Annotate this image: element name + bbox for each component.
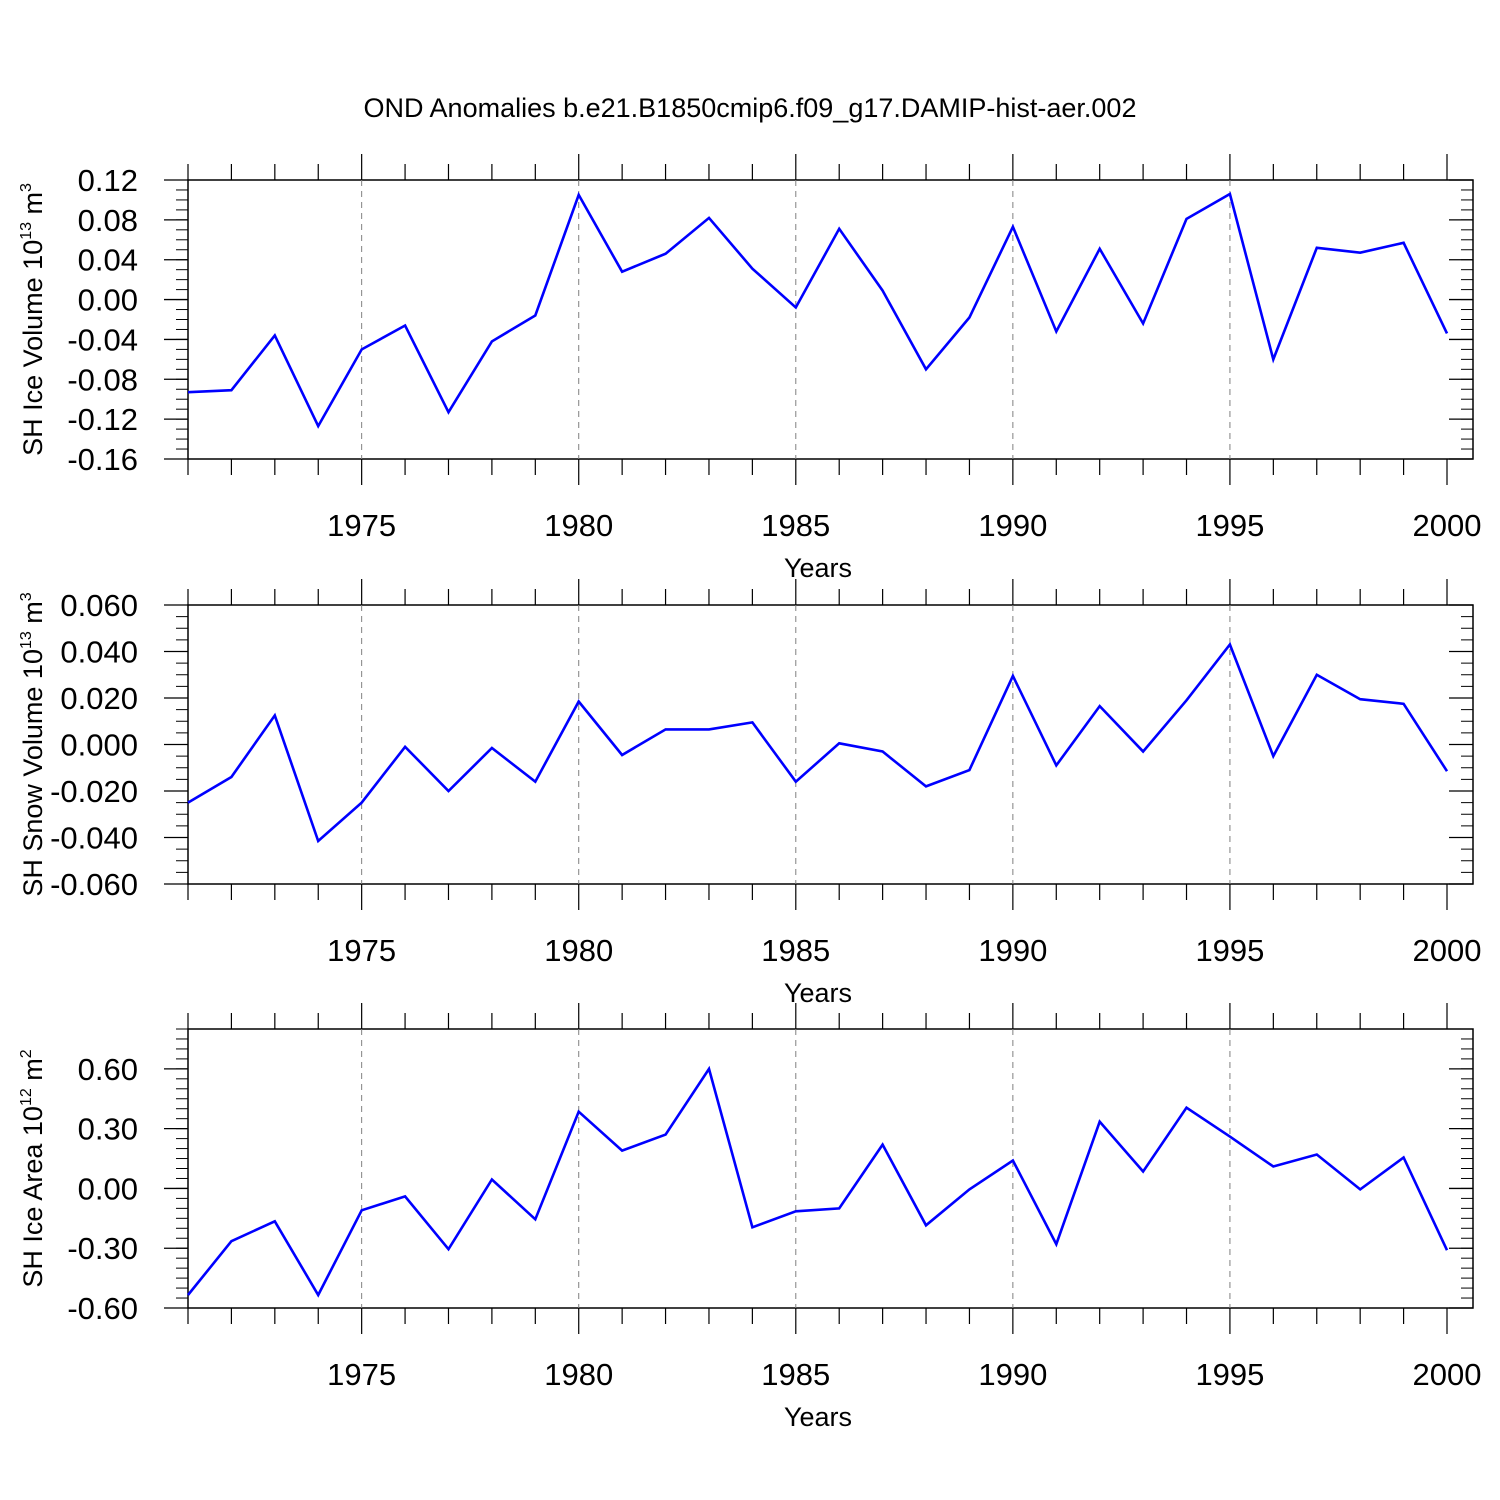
y-axis-label-superscript: 2 — [18, 1049, 35, 1058]
series-line — [187, 641, 1449, 844]
y-axis-label-superscript: 3 — [18, 592, 35, 601]
x-tick-label: 1975 — [327, 1357, 396, 1392]
x-tick-label: 2000 — [1413, 1357, 1482, 1392]
y-tick-label: -0.040 — [50, 821, 138, 856]
y-tick-label: 0.60 — [78, 1052, 138, 1087]
y-axis-label: SH Ice Area 1012 m2 — [18, 1049, 48, 1287]
series-line — [187, 191, 1449, 429]
y-axis-label-superscript: 3 — [18, 183, 35, 192]
y-axis-label-superscript: 13 — [18, 631, 35, 649]
y-tick-label: -0.60 — [67, 1291, 138, 1326]
x-axis-label: Years — [784, 553, 852, 583]
x-tick-label: 1985 — [761, 508, 830, 543]
y-axis-label-part: SH Ice Area 10 — [18, 1106, 48, 1288]
y-tick-label: 0.30 — [78, 1112, 138, 1147]
y-tick-label: 0.000 — [60, 728, 138, 763]
x-tick-label: 1980 — [544, 508, 613, 543]
y-tick-label: -0.16 — [67, 442, 138, 477]
y-tick-label: -0.020 — [50, 774, 138, 809]
x-tick-label: 1995 — [1195, 508, 1264, 543]
y-tick-label: 0.00 — [78, 283, 138, 318]
y-axis-label-part: m — [18, 192, 48, 222]
panels: 1975 1980 1985 1990 1995 2000 Years -0.16 -0.12 -… — [18, 154, 1481, 1432]
panel-3: 1975 1980 1985 1990 1995 2000 Years -0.60 -0.30 0… — [18, 1003, 1481, 1432]
y-axis-label-superscript: 13 — [18, 222, 35, 240]
x-tick-label: 1990 — [978, 933, 1047, 968]
x-axis-label: Years — [784, 1402, 852, 1432]
x-tick-label: 2000 — [1413, 933, 1482, 968]
y-tick-label: 0.12 — [78, 163, 138, 198]
panel-2: 1975 1980 1985 1990 1995 2000 Years -0.060 -0.04… — [18, 579, 1481, 1008]
y-axis-label-part: SH Ice Volume 10 — [18, 240, 48, 456]
panel-1: 1975 1980 1985 1990 1995 2000 Years -0.16 -0.12 -… — [18, 154, 1481, 583]
y-tick-label: -0.12 — [67, 402, 138, 437]
x-tick-label: 1995 — [1195, 933, 1264, 968]
y-tick-label: 0.060 — [60, 588, 138, 623]
y-tick-label: 0.08 — [78, 203, 138, 238]
y-axis-label: SH Snow Volume 1013 m3 — [18, 592, 48, 896]
plot-frame — [187, 179, 1474, 460]
y-axis-label-part: SH Snow Volume 10 — [18, 649, 48, 897]
y-axis-label: SH Ice Volume 1013 m3 — [18, 183, 48, 456]
x-tick-label: 1995 — [1195, 1357, 1264, 1392]
y-tick-label: 0.00 — [78, 1171, 138, 1206]
x-tick-label: 2000 — [1413, 508, 1482, 543]
x-tick-label: 1985 — [761, 933, 830, 968]
x-tick-label: 1990 — [978, 1357, 1047, 1392]
x-axis-label: Years — [784, 978, 852, 1008]
y-axis-label-part: m — [18, 1058, 48, 1088]
y-tick-label: -0.04 — [67, 322, 138, 357]
x-tick-label: 1975 — [327, 933, 396, 968]
x-tick-label: 1985 — [761, 1357, 830, 1392]
y-tick-label: -0.08 — [67, 362, 138, 397]
y-tick-label: -0.060 — [50, 867, 138, 902]
x-tick-label: 1980 — [544, 1357, 613, 1392]
y-tick-label: 0.04 — [78, 243, 138, 278]
y-axis-label-part: m — [18, 601, 48, 631]
plot-frame — [187, 1028, 1474, 1309]
figure-title: OND Anomalies b.e21.B1850cmip6.f09_g17.D… — [364, 93, 1137, 123]
y-tick-label: 0.020 — [60, 681, 138, 716]
y-tick-label: 0.040 — [60, 635, 138, 670]
x-tick-label: 1975 — [327, 508, 396, 543]
x-tick-label: 1980 — [544, 933, 613, 968]
series-line — [186, 1065, 1449, 1298]
x-tick-label: 1990 — [978, 508, 1047, 543]
y-axis-label-superscript: 12 — [18, 1088, 35, 1106]
y-tick-label: -0.30 — [67, 1231, 138, 1266]
